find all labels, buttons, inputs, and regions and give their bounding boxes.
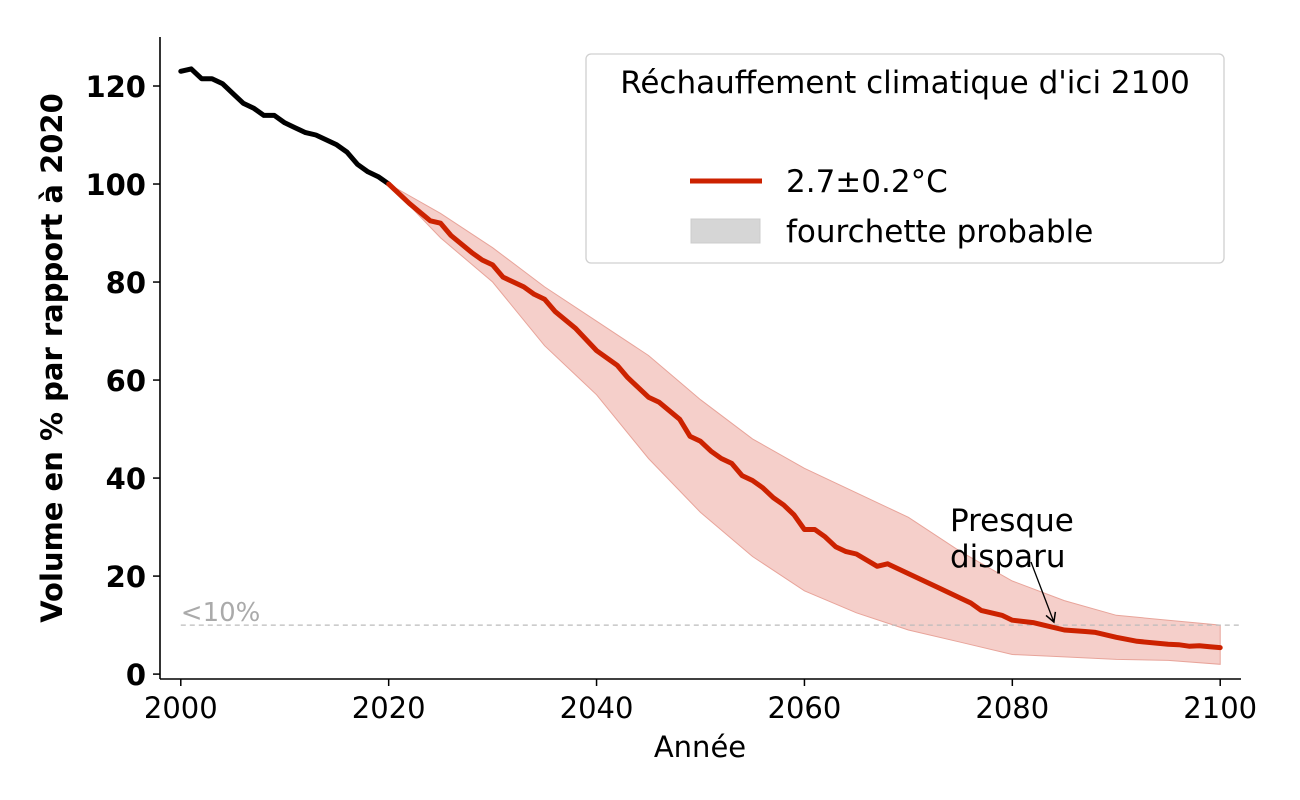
annotation-text-line-2: disparu (950, 539, 1066, 575)
y-axis-ticks: 0 20 40 60 80 100 120 (85, 70, 160, 692)
legend-title: Réchauffement climatique d'ici 2100 (620, 65, 1190, 101)
x-tick-label: 2100 (1183, 691, 1257, 725)
y-tick-label: 0 (126, 658, 146, 692)
legend-entry-range: fourchette probable (786, 214, 1093, 250)
historical-line (178, 66, 392, 187)
legend-entry-projection: 2.7±0.2°C (786, 164, 948, 200)
legend: Réchauffement climatique d'ici 2100 2.7±… (585, 53, 1225, 264)
x-tick-label: 2040 (560, 691, 634, 725)
y-tick-label: 60 (106, 364, 146, 398)
x-axis-title: Année (654, 730, 746, 764)
x-tick-label: 2060 (768, 691, 842, 725)
projection-line-2-7c (386, 181, 1223, 651)
y-tick-label: 80 (106, 266, 146, 300)
x-tick-label: 2080 (975, 691, 1049, 725)
probable-range-band (388, 183, 1221, 665)
x-axis-ticks: 2000 2020 2040 2060 2080 2100 (144, 679, 1257, 725)
y-tick-label: 100 (85, 168, 146, 202)
legend-box (585, 53, 1225, 264)
annotation-text-line-1: Presque (950, 503, 1074, 539)
y-tick-label: 20 (106, 560, 146, 594)
y-axis-title: Volume en % par rapport à 2020 (35, 93, 69, 623)
x-tick-label: 2020 (352, 691, 426, 725)
x-tick-label: 2000 (144, 691, 218, 725)
y-tick-label: 120 (85, 70, 146, 104)
annotation-arrow (1030, 561, 1057, 624)
y-tick-label: 40 (106, 462, 146, 496)
legend-swatch-range (690, 218, 761, 244)
threshold-label: <10% (181, 598, 261, 628)
